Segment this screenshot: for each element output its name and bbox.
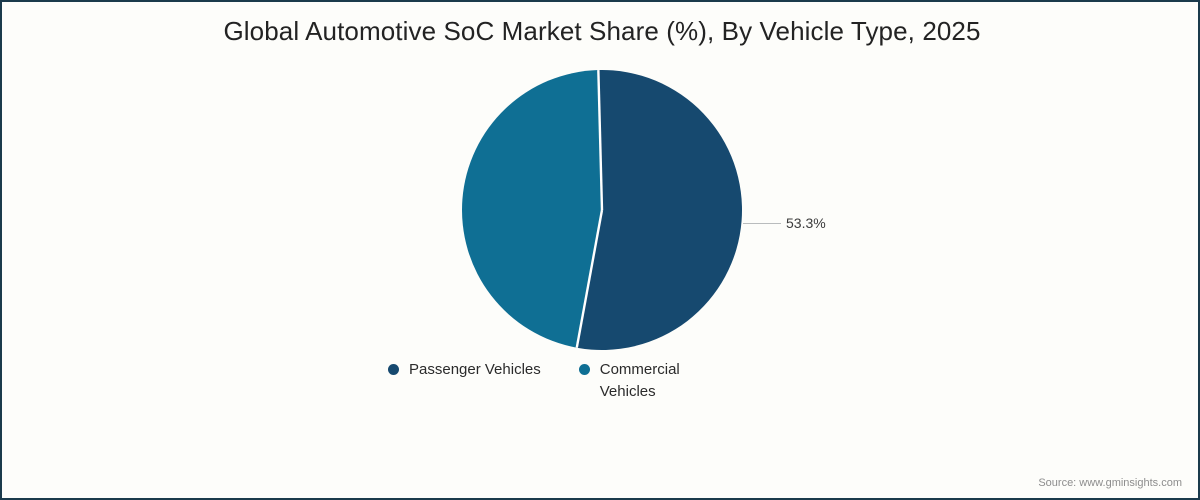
page-title: Global Automotive SoC Market Share (%), … <box>223 16 981 46</box>
data-label-leader-line <box>743 223 781 224</box>
pie-chart <box>462 70 743 351</box>
legend-item-label: Passenger Vehicles <box>409 361 541 378</box>
legend-swatch-icon <box>578 364 590 375</box>
pie-chart-svg <box>462 70 743 351</box>
legend-item-commercial-vehicles[interactable]: Commercial Vehicles <box>578 359 696 403</box>
source-note: Source: www.gminsights.com <box>1038 477 1182 489</box>
pie-slice-group <box>462 70 743 351</box>
pie-slice[interactable] <box>576 70 743 351</box>
pie-slice[interactable] <box>462 70 602 348</box>
legend-swatch-icon <box>388 364 399 375</box>
chart-legend: Passenger Vehicles Commercial Vehicles <box>388 359 818 403</box>
pie-separator-group <box>575 70 604 348</box>
data-label-passenger-vehicles: 53.3% <box>786 215 826 231</box>
pie-slice-separator <box>575 209 604 348</box>
legend-item-label: Commercial Vehicles <box>599 361 680 400</box>
legend-item-passenger-vehicles[interactable]: Passenger Vehicles <box>388 359 541 381</box>
pie-slice-separator <box>597 70 604 211</box>
